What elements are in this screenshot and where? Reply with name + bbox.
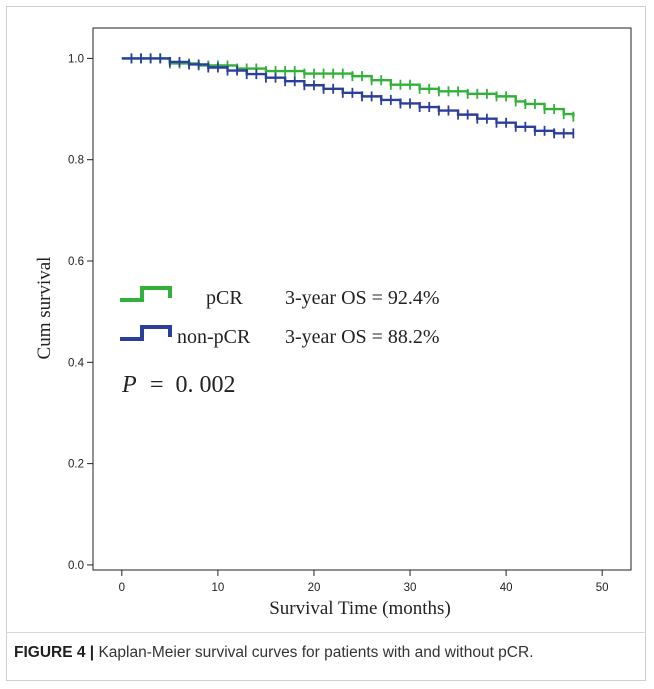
legend-symbol-non-pCR xyxy=(120,325,172,341)
y-tick-label: 1.0 xyxy=(68,53,84,65)
p-value-label: P xyxy=(121,372,137,398)
caption-text: Kaplan-Meier survival curves for patient… xyxy=(94,644,534,661)
x-tick-label: 30 xyxy=(404,582,417,594)
y-tick-label: 0.4 xyxy=(68,357,85,369)
legend-label: pCR xyxy=(206,287,243,309)
legend-symbol-pCR xyxy=(120,286,172,302)
axes: 0 10 20 30 40 50 0.0 0.2 0.4 0.6 0.8 1.0 xyxy=(68,27,632,594)
y-axis-label: Cum survival xyxy=(34,257,55,360)
x-axis-label: Survival Time (months) xyxy=(269,598,451,619)
series-layer xyxy=(121,53,575,139)
figure-caption: FIGURE 4 | Kaplan-Meier survival curves … xyxy=(14,644,638,662)
y-tick-label: 0.8 xyxy=(68,155,84,167)
caption-lead: FIGURE 4 | xyxy=(14,644,95,661)
p-value: = 0. 002 xyxy=(150,372,236,398)
legend-stat: 3-year OS = 92.4% xyxy=(285,287,440,309)
caption-divider xyxy=(6,632,646,633)
x-tick-label: 10 xyxy=(211,582,224,594)
x-tick-label: 40 xyxy=(500,582,513,594)
x-tick-label: 0 xyxy=(119,582,125,594)
plot-frame xyxy=(92,27,632,571)
y-tick-label: 0.2 xyxy=(68,459,84,471)
legend-stat: 3-year OS = 88.2% xyxy=(285,326,440,348)
y-tick-label: 0.6 xyxy=(68,256,84,268)
figure-frame xyxy=(6,6,646,681)
legend-label: non-pCR xyxy=(177,326,251,348)
km-chart: 0 10 20 30 40 50 0.0 0.2 0.4 0.6 0.8 1.0 pCR 3-year … xyxy=(34,27,632,619)
x-tick-label: 50 xyxy=(596,582,609,594)
legend: pCR 3-year OS = 92.4% non-pCR 3-year OS = 8… xyxy=(120,286,440,348)
x-tick-label: 20 xyxy=(308,582,321,594)
y-tick-label: 0.0 xyxy=(68,560,84,572)
